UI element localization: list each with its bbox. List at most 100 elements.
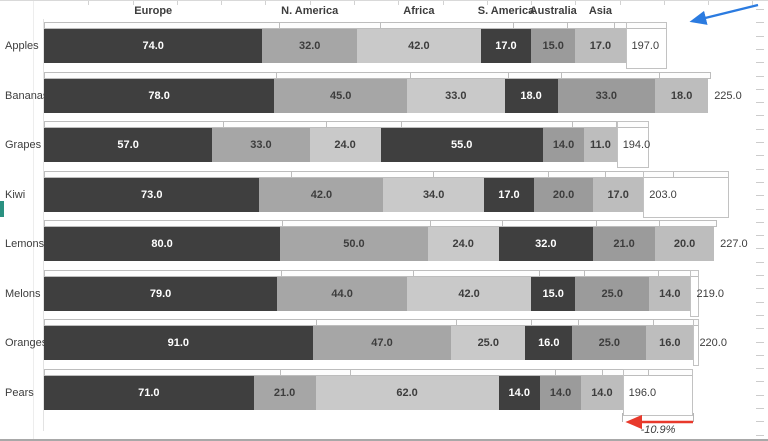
segment-value-label: 91.0 <box>167 337 190 349</box>
top-axis-tick <box>309 1 311 5</box>
bar-segment-asia: 14.0 <box>649 276 691 311</box>
reference-remainder-box <box>616 121 650 168</box>
bar-segment-europe: 74.0 <box>44 29 263 63</box>
bar-segment-australia: 14.0 <box>539 375 582 410</box>
reference-remainder-box <box>690 269 700 317</box>
bar-segment-asia: 18.0 <box>655 78 709 113</box>
bar-segment-africa: 42.0 <box>407 276 532 311</box>
right-axis-tick <box>756 128 764 130</box>
reference-strip-divider <box>538 270 540 276</box>
segment-value-label: 32.0 <box>535 238 557 250</box>
bar-segment-africa: 24.0 <box>427 227 499 261</box>
reference-strip <box>44 22 667 29</box>
segment-value-label: 14.0 <box>552 139 575 151</box>
right-axis-tick <box>756 35 764 37</box>
segment-value-label: 25.0 <box>598 337 621 349</box>
right-axis-tick <box>756 62 764 64</box>
bar-segment-n-america: 42.0 <box>259 177 384 212</box>
right-axis-tick <box>756 408 764 409</box>
segment-value-label: 62.0 <box>396 386 418 399</box>
decrease-delta-label: -10.9% <box>640 424 676 436</box>
window-edge-artifact <box>0 201 4 217</box>
bar-segment-n-america: 50.0 <box>280 227 428 261</box>
top-axis-tick <box>442 1 444 5</box>
red-decrease-arrow-icon <box>625 414 693 430</box>
right-axis-tick <box>756 168 764 170</box>
segment-value-label: 20.0 <box>552 188 575 201</box>
total-label-oranges: 220.0 <box>699 337 727 349</box>
reference-strip-divider <box>614 23 616 28</box>
segment-value-label: 16.0 <box>538 337 560 349</box>
bar-row-bananas: 78.0 45.0 33.0 18.0 33.0 18.0 <box>44 78 709 113</box>
right-axis-tick <box>756 102 764 104</box>
total-label-bananas: 225.0 <box>714 89 742 102</box>
right-axis-tick <box>756 394 764 396</box>
right-axis-tick <box>756 301 764 303</box>
right-axis-tick <box>756 381 764 383</box>
segment-value-label: 21.0 <box>273 386 296 399</box>
segment-value-label: 11.0 <box>590 139 611 151</box>
reference-strip-divider <box>560 72 562 78</box>
reference-strip-divider <box>276 72 278 78</box>
right-axis-tick <box>756 208 764 210</box>
right-axis-tick <box>756 155 764 157</box>
right-axis-tick <box>756 275 764 276</box>
reference-strip-divider <box>596 221 598 226</box>
bar-segment-africa: 24.0 <box>309 128 381 162</box>
bar-segment-europe: 91.0 <box>44 326 313 360</box>
segment-value-label: 24.0 <box>334 139 356 151</box>
segment-value-label: 14.0 <box>549 386 572 399</box>
bar-segment-s-america: 16.0 <box>525 326 573 360</box>
reference-strip <box>44 368 694 376</box>
reference-remainder-box <box>693 319 700 366</box>
right-axis-tick <box>756 181 764 183</box>
decrease-dropline-left <box>622 413 623 422</box>
reference-strip-divider <box>578 320 580 325</box>
reference-strip-divider <box>278 23 280 28</box>
reference-strip-divider <box>530 320 532 325</box>
reference-strip <box>44 71 712 79</box>
bar-segment-australia: 21.0 <box>593 227 656 261</box>
bar-row-melons: 79.0 44.0 42.0 15.0 25.0 14.0 <box>44 276 691 311</box>
reference-strip <box>44 269 700 277</box>
bar-segment-africa: 62.0 <box>315 375 499 410</box>
bar-segment-australia: 25.0 <box>572 326 647 360</box>
segment-value-label: 15.0 <box>542 40 564 52</box>
segment-value-label: 33.0 <box>250 139 272 151</box>
segment-value-label: 50.0 <box>343 238 365 250</box>
reference-strip-divider <box>566 23 568 28</box>
reference-strip-divider <box>652 320 654 325</box>
segment-value-label: 42.0 <box>310 188 333 201</box>
reference-strip-divider <box>456 320 458 325</box>
segment-value-label: 17.0 <box>498 188 520 201</box>
bar-segment-asia: 17.0 <box>593 177 644 212</box>
segment-value-label: 42.0 <box>408 40 430 52</box>
reference-strip-divider <box>222 122 224 127</box>
reference-remainder-box <box>622 368 694 416</box>
reference-strip-divider <box>325 122 327 127</box>
segment-value-label: 32.0 <box>298 40 321 52</box>
bar-segment-n-america: 45.0 <box>274 78 408 113</box>
segment-value-label: 14.0 <box>508 386 530 399</box>
bar-segment-n-america: 44.0 <box>277 276 408 311</box>
reference-strip-divider <box>658 72 660 78</box>
bar-segment-africa: 33.0 <box>407 78 505 113</box>
bar-segment-australia: 25.0 <box>575 276 650 311</box>
reference-strip <box>44 220 718 227</box>
bar-segment-asia: 11.0 <box>584 128 617 162</box>
reference-strip-divider <box>547 171 549 177</box>
bar-row-kiwi: 73.0 42.0 34.0 17.0 20.0 17.0 <box>44 177 644 212</box>
segment-value-label: 17.0 <box>589 40 612 52</box>
segment-value-label: 34.0 <box>422 188 445 201</box>
bar-segment-asia: 16.0 <box>646 326 694 360</box>
top-axis-tick <box>132 1 134 5</box>
right-axis-tick <box>756 261 764 263</box>
top-axis-tick <box>663 1 665 5</box>
top-axis-tick <box>398 1 400 5</box>
right-axis-tick <box>756 248 764 250</box>
bar-segment-europe: 57.0 <box>44 128 213 162</box>
segment-value-label: 24.0 <box>452 238 474 250</box>
segment-value-label: 21.0 <box>613 238 635 250</box>
segment-value-label: 15.0 <box>542 287 564 300</box>
